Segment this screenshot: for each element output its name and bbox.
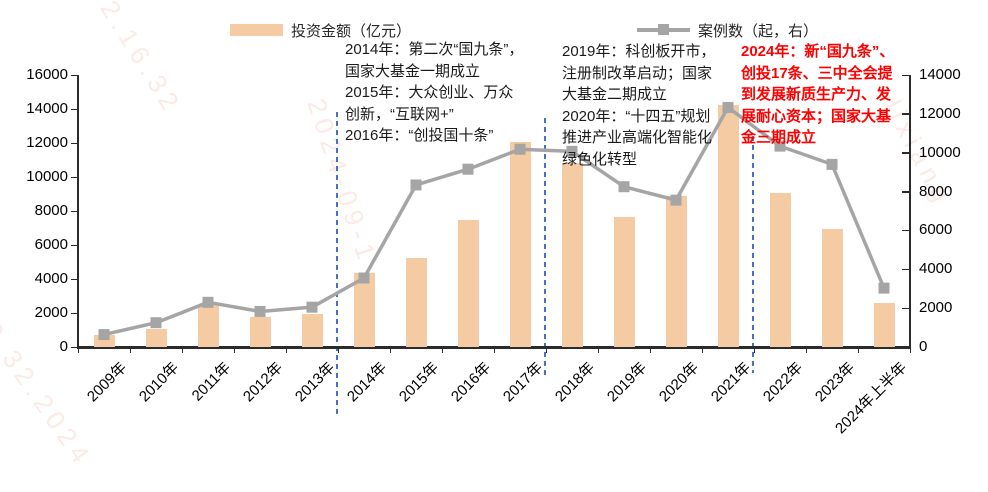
annotation-policy-2014-2016: 2014年：第二次“国九条”， 国家大基金一期成立 2015年：大众创业、万众 … [345, 41, 524, 144]
y-axis-left-tick [71, 74, 78, 76]
bar-2024年上半年 [873, 302, 895, 347]
x-axis-tick [805, 347, 807, 353]
y-axis-right-label: 10000 [919, 143, 961, 161]
y-axis-left-label: 10000 [26, 168, 68, 185]
y-axis-left-label: 8000 [34, 202, 68, 219]
x-axis-tick [285, 347, 287, 353]
x-axis-tick [701, 347, 703, 353]
y-axis-left-tick [71, 346, 78, 348]
y-axis-left-label: 2000 [34, 304, 68, 321]
bar-2011年 [197, 304, 219, 347]
bar-2009年 [93, 335, 115, 347]
legend-line-label: 案例数（起，右） [698, 22, 819, 40]
y-axis-left-label: 6000 [34, 236, 68, 253]
x-axis-tick [337, 347, 339, 353]
y-axis-left-label: 4000 [34, 270, 68, 287]
x-axis-tick [649, 347, 651, 353]
legend-item-investment-amount: 投资金额（亿元） [230, 16, 411, 44]
x-axis-tick [909, 347, 911, 353]
legend-item-case-count: 案例数（起，右） [637, 16, 818, 44]
y-axis-right-label: 14000 [919, 66, 961, 83]
y-axis-right-label: 6000 [919, 221, 953, 239]
y-axis-right-tick [902, 113, 910, 115]
y-axis-left-label: 0 [59, 338, 68, 355]
x-axis-tick [77, 347, 79, 353]
x-axis-tick [545, 347, 547, 353]
chart-page: { "legend": { "bar_label": "投资金额（亿元）", "… [0, 0, 961, 473]
y-axis-left-tick [71, 176, 78, 178]
y-axis-right-label: 2000 [919, 299, 953, 317]
bar-2014年 [353, 273, 375, 347]
x-axis-tick [753, 347, 755, 353]
y-axis-right-tick [902, 268, 910, 271]
bar-2013年 [301, 313, 323, 347]
bar-2020年 [665, 196, 687, 347]
y-axis-left-tick [71, 244, 78, 246]
bar-2023年 [821, 229, 843, 347]
y-axis-left-tick [71, 142, 78, 144]
annotation-policy-2019-2020: 2019年：科创板开市， 注册制改革启动；国家 大基金二期成立 2020年：“十… [562, 43, 716, 168]
x-axis-tick [181, 347, 183, 353]
bar-2016年 [457, 220, 479, 347]
y-axis-right-tick [902, 74, 910, 76]
x-axis-tick [389, 347, 391, 353]
y-axis-left-tick [71, 108, 78, 110]
line-series-swatch-icon [637, 24, 690, 35]
y-axis-right-tick [902, 346, 910, 348]
y-axis-left-label: 12000 [26, 134, 68, 151]
bar-2018年 [561, 163, 583, 347]
x-axis-tick [441, 347, 443, 353]
bar-2022年 [769, 192, 791, 347]
y-axis-right-label: 0 [919, 338, 928, 355]
x-axis-tick [857, 347, 859, 353]
y-axis-right-tick [902, 307, 910, 310]
y-axis-right-label: 8000 [919, 182, 953, 200]
bar-2019年 [613, 217, 635, 347]
y-axis-right-tick [902, 152, 910, 154]
y-axis-left-tick [71, 312, 78, 314]
y-axis-left-tick [71, 210, 78, 212]
bar-2015年 [405, 257, 427, 347]
y-axis-right-tick [902, 191, 910, 193]
y-axis-right-line [909, 75, 911, 347]
bar-2010年 [145, 329, 167, 347]
bar-series-swatch-icon [230, 24, 283, 36]
line-marker-icon [658, 24, 669, 35]
x-axis-tick [233, 347, 235, 353]
bar-2012年 [249, 317, 271, 347]
y-axis-left-label: 16000 [26, 66, 68, 83]
y-axis-left-label: 14000 [26, 100, 68, 117]
x-axis-tick [597, 347, 599, 353]
x-axis-tick [493, 347, 495, 353]
dashed-guide-2022年 [752, 136, 754, 373]
y-axis-right-label: 12000 [919, 104, 961, 122]
bar-2017年 [509, 142, 531, 347]
legend-bar-label: 投资金额（亿元） [291, 22, 412, 40]
y-axis-left-line [77, 75, 79, 347]
dashed-guide-2018年 [544, 118, 546, 375]
annotation-policy-2024: 2024年：新“国九条”、 创投17条、三中全会提 到发展新质生产力、发 展耐心… [741, 43, 895, 146]
x-axis-tick [129, 347, 131, 353]
y-axis-right-tick [902, 229, 910, 232]
y-axis-left-tick [71, 278, 78, 280]
y-axis-right-label: 4000 [919, 260, 953, 278]
